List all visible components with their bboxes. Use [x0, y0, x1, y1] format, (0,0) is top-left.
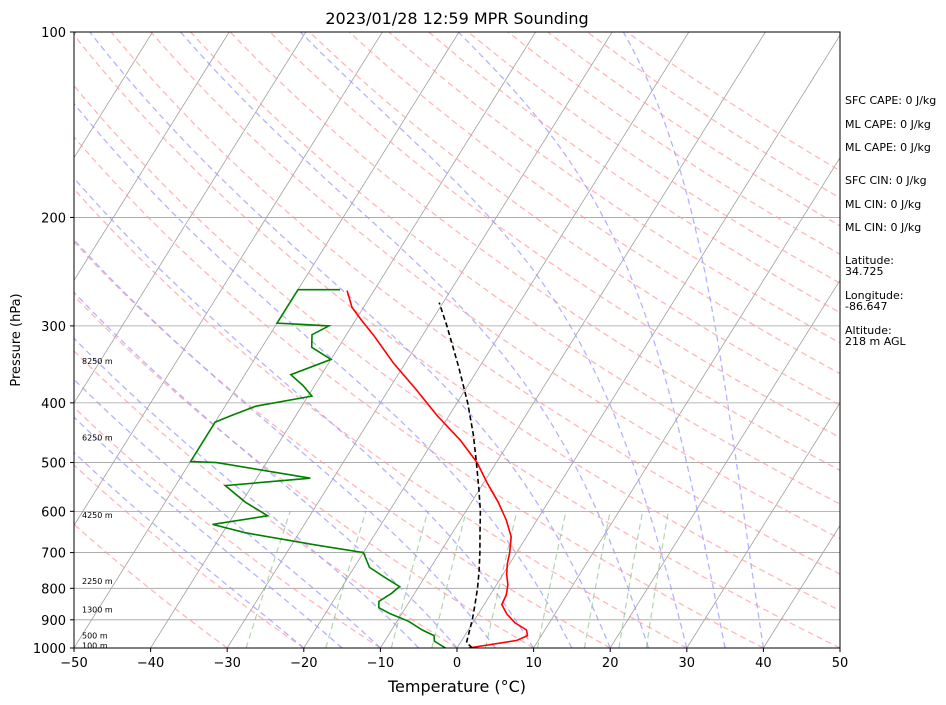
dry-adiabat: [150, 32, 840, 540]
ml-cin-annotation-2: ML CIN: 0 J/kg: [845, 221, 922, 234]
plot-frame: [73, 31, 841, 649]
dry-adiabat: [229, 32, 840, 472]
mixing-ratio-line: [390, 511, 429, 648]
mixing-ratio-line: [618, 511, 644, 648]
sfc-cin-annotation: SFC CIN: 0 J/kg: [845, 174, 927, 187]
x-tick-label: 20: [602, 656, 619, 671]
x-tick-label: −50: [60, 656, 87, 671]
dry-adiabat: [467, 32, 840, 284]
dry-adiabat: [348, 32, 840, 375]
y-tick-label: 300: [41, 320, 66, 335]
moist-adiabat: [74, 291, 458, 648]
height-label: 6250 m: [82, 433, 113, 442]
y-tick-label: 600: [41, 505, 66, 520]
parcel-profile: [438, 302, 482, 648]
height-label: 100 m: [82, 641, 108, 650]
moist-adiabat: [74, 378, 381, 648]
height-label: 4250 m: [82, 511, 113, 520]
mixing-ratio-line: [645, 511, 669, 648]
x-tick-label: 40: [755, 656, 772, 671]
y-axis-label: Pressure (hPa): [9, 293, 24, 386]
dry-adiabat: [309, 32, 840, 406]
altitude-annotation: Altitude: 218 m AGL: [845, 324, 906, 348]
dry-adiabat: [74, 136, 764, 648]
height-label: 1300 m: [82, 606, 113, 615]
isotherm-line: [380, 32, 766, 648]
isotherm-line: [74, 32, 230, 282]
dry-adiabat: [190, 32, 840, 505]
latitude-annotation: Latitude: 34.725: [845, 254, 894, 278]
grid-layer: [74, 32, 840, 648]
isotherm-line: [303, 32, 690, 648]
y-tick-label: 900: [41, 614, 66, 629]
moist-adiabat: [299, 32, 688, 648]
moist-adiabat: [74, 337, 420, 648]
x-tick-label: 0: [453, 656, 461, 671]
dry-adiabat: [74, 294, 534, 648]
dry-adiabat: [74, 523, 228, 648]
y-tick-label: 800: [41, 582, 66, 597]
isotherm-line: [226, 32, 613, 648]
mixing-ratio-line: [431, 511, 467, 648]
y-tick-label: 100: [41, 26, 66, 41]
y-tick-label: 500: [41, 457, 66, 472]
isotherm-line: [456, 34, 840, 648]
isotherm-line: [686, 402, 840, 648]
dry-adiabat: [110, 32, 840, 575]
isotherm-line: [533, 157, 840, 648]
mixing-ratio-line: [245, 511, 291, 648]
ml-cape-annotation: ML CAPE: 0 J/kg: [845, 118, 931, 131]
x-tick-label: 30: [679, 656, 696, 671]
mixing-ratio-line: [325, 511, 367, 648]
isotherm-line: [74, 32, 307, 404]
dry-adiabat: [74, 84, 840, 648]
dewpoint-profile: [189, 288, 446, 648]
y-tick-label: 400: [41, 397, 66, 412]
ml-cape-annotation-2: ML CAPE: 0 J/kg: [845, 141, 931, 154]
sfc-cape-annotation: SFC CAPE: 0 J/kg: [845, 94, 937, 107]
chart-title: 2023/01/28 12:59 MPR Sounding: [325, 9, 588, 28]
dry-adiabat: [74, 34, 840, 612]
x-axis-label: Temperature (°C): [387, 677, 526, 696]
isotherm-line: [150, 32, 536, 648]
isotherm-line: [74, 32, 460, 648]
ml-cin-annotation: ML CIN: 0 J/kg: [845, 198, 922, 211]
height-label: 500 m: [82, 632, 108, 641]
x-tick-label: 10: [525, 656, 542, 671]
moist-adiabat: [89, 32, 611, 648]
y-tick-label: 700: [41, 547, 66, 562]
moist-adiabat: [457, 32, 726, 648]
moist-adiabat: [622, 32, 765, 648]
isotherm-line: [74, 32, 383, 527]
y-tick-label: 200: [41, 211, 66, 226]
isotherm-line: [609, 279, 840, 648]
height-label: 2250 m: [82, 577, 113, 586]
mixing-ratio-line: [536, 511, 567, 648]
height-label: 8250 m: [82, 357, 113, 366]
x-tick-label: 50: [832, 656, 849, 671]
y-tick-label: 1000: [33, 642, 66, 657]
moist-adiabat: [74, 102, 573, 648]
dry-adiabat: [74, 350, 458, 648]
mixing-ratio-line: [583, 511, 611, 648]
dry-adiabat: [74, 464, 305, 648]
moist-adiabat: [74, 238, 496, 648]
longitude-annotation: Longitude: -86.647: [845, 289, 904, 313]
isotherm-line: [74, 32, 153, 159]
isotherm-line: [763, 524, 840, 648]
x-tick-label: −30: [213, 656, 240, 671]
x-tick-label: −40: [137, 656, 164, 671]
moist-adiabat: [180, 32, 650, 648]
x-tick-label: −10: [367, 656, 394, 671]
moist-adiabat: [74, 177, 535, 648]
mixing-ratio-line: [484, 511, 518, 648]
temperature-profile: [346, 290, 529, 648]
x-tick-label: −20: [290, 656, 317, 671]
